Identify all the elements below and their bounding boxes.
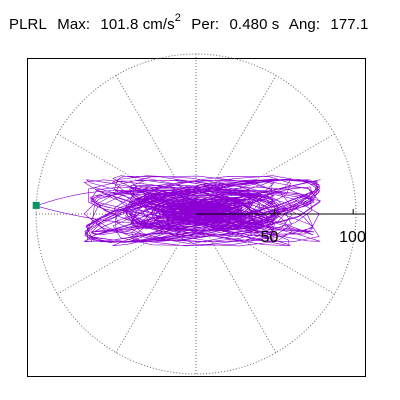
- tick-label-100: 100: [339, 229, 366, 246]
- per-value: 0.480 s: [229, 16, 280, 33]
- max-unit-exponent: 2: [174, 12, 181, 24]
- peak-markers: [32, 201, 40, 209]
- ang-label: Ang:: [288, 16, 321, 33]
- peak-marker: [32, 201, 40, 209]
- grid-spoke: [115, 213, 197, 353]
- tick-label-50: 50: [261, 229, 279, 246]
- tick-labels: 50 100: [261, 229, 366, 246]
- plot-frame: [27, 58, 366, 377]
- ang-value: 177.1: [330, 16, 369, 33]
- station-code: PLRL: [9, 16, 47, 33]
- max-label: Max:: [57, 16, 91, 33]
- per-label: Per:: [191, 16, 220, 33]
- radial-axis: [196, 209, 366, 215]
- plot-header: PLRL Max: 101.8 cm/s2 Per: 0.480 s Ang: …: [9, 12, 374, 33]
- max-value-group: 101.8 cm/s2: [100, 12, 181, 33]
- max-value: 101.8 cm/s: [100, 16, 175, 33]
